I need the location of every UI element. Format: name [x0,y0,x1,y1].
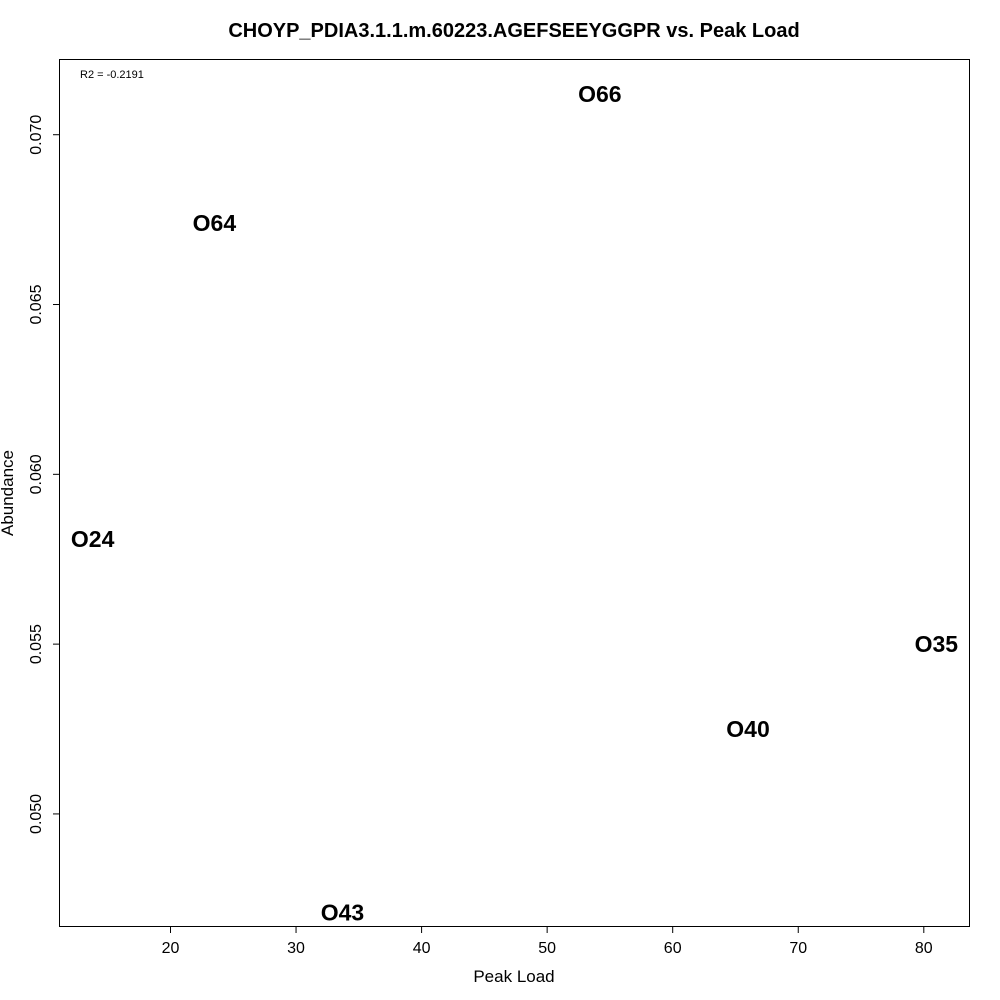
y-tick-label: 0.060 [28,454,45,494]
data-point-o64: O64 [193,210,237,236]
x-tick-label: 30 [287,940,305,957]
x-tick-label: 60 [664,940,682,957]
data-points: O66 O64 O24 O35 O40 O43 [71,81,958,925]
chart-title: CHOYP_PDIA3.1.1.m.60223.AGEFSEEYGGPR vs.… [228,20,799,42]
y-tick-label: 0.050 [28,794,45,834]
x-tick-label: 50 [538,940,556,957]
y-tick-label: 0.065 [28,284,45,324]
y-axis: 0.050 0.055 0.060 0.065 0.070 [28,115,60,834]
data-point-o40: O40 [726,716,769,742]
data-point-o43: O43 [321,899,364,925]
data-point-o66: O66 [578,81,621,107]
x-tick-label: 80 [915,940,933,957]
data-point-o24: O24 [71,526,115,552]
r2-annotation: R2 = -0.2191 [80,69,144,81]
data-point-o35: O35 [915,631,959,657]
x-axis-label: Peak Load [473,967,554,986]
y-axis-label: Abundance [0,450,17,536]
x-tick-label: 70 [789,940,807,957]
x-tick-label: 40 [413,940,431,957]
y-tick-label: 0.070 [28,115,45,155]
plot-area-border [59,59,970,927]
x-axis: 20 30 40 50 60 70 80 [162,926,933,957]
x-tick-label: 20 [162,940,180,957]
y-tick-label: 0.055 [28,624,45,664]
